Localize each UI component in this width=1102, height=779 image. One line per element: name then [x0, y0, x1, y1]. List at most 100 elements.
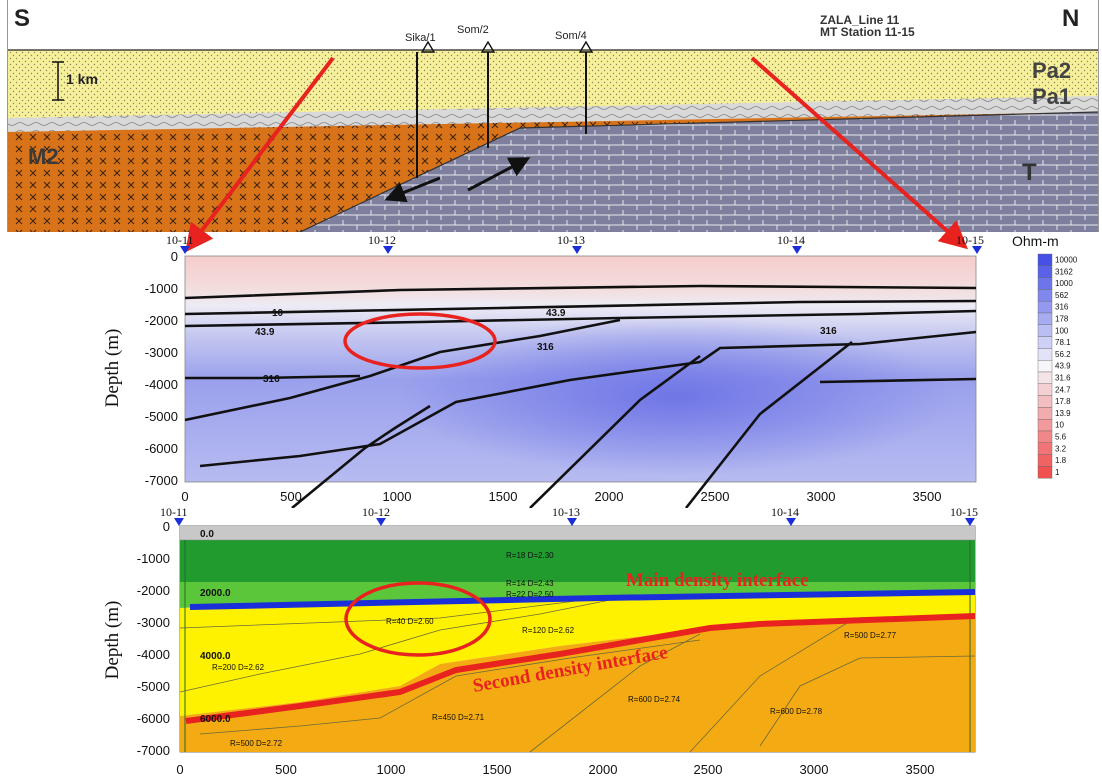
mt-y-axis-label: Depth (m) — [102, 329, 123, 408]
model-label: R=40 D=2.60 — [386, 617, 434, 626]
mt-station-markers — [180, 246, 982, 254]
colorscale-swatch — [1037, 336, 1053, 349]
basement-layer — [300, 112, 1098, 232]
y-tick: -5000 — [145, 409, 178, 424]
colorscale-swatch — [1037, 395, 1053, 408]
x-tick: 2500 — [701, 489, 730, 504]
depth-label: 6000.0 — [200, 714, 231, 725]
colorscale-swatch — [1037, 371, 1053, 385]
colorscale-swatch — [1037, 312, 1053, 326]
colorscale-unit: Ohm-m — [1012, 233, 1059, 249]
colorscale-label: 1.8 — [1055, 456, 1067, 465]
colorscale-label: 31.6 — [1055, 374, 1071, 383]
x-tick: 500 — [280, 489, 302, 504]
colorscale-swatch — [1037, 442, 1053, 455]
second-density-interface — [185, 613, 976, 724]
mt-interpretation-lines — [184, 284, 977, 508]
colorscale-label: 43.9 — [1055, 362, 1071, 371]
station-label: 10-15 — [956, 233, 984, 247]
mt-resistivity-section: 10 43.9 43.9 316 316 316 10-11 10-12 10-… — [102, 233, 984, 508]
layer-dark-green — [180, 540, 975, 582]
colorscale-swatch — [1037, 359, 1053, 373]
model-label: R=200 D=2.62 — [212, 663, 265, 672]
colorscale-swatch — [1037, 418, 1053, 432]
well-label: Sika/1 — [405, 32, 436, 44]
x-tick: 1500 — [483, 762, 512, 777]
y-tick: -3000 — [137, 615, 170, 630]
colorscale-swatch — [1037, 383, 1053, 396]
y-tick: -2000 — [145, 313, 178, 328]
model-label: R=14 D=2.43 — [506, 579, 554, 588]
line-title: ZALA_Line 11 — [820, 13, 900, 27]
contour-label: 316 — [820, 326, 837, 337]
layer-label-pa1: Pa1 — [1032, 84, 1071, 109]
colorscale-swatch — [1037, 407, 1053, 420]
main-interface-label: Main density interface — [626, 570, 809, 591]
model-label: R=22 D=2.50 — [506, 590, 554, 599]
arrow-left — [185, 56, 335, 253]
colorscale-label: 316 — [1055, 303, 1069, 312]
contour-label: 10 — [272, 308, 284, 319]
north-label: N — [1062, 5, 1079, 32]
station-label: 10-15 — [950, 506, 978, 519]
y-tick: -4000 — [145, 377, 178, 392]
colorscale-label: 13.9 — [1055, 409, 1071, 418]
y-tick: -5000 — [137, 679, 170, 694]
station-label: 10-11 — [160, 506, 188, 519]
y-tick: -7000 — [137, 743, 170, 758]
y-tick: -1000 — [145, 281, 178, 296]
colorscale-swatch — [1037, 277, 1053, 290]
gravity-station-markers — [174, 518, 975, 526]
colorscale-label: 1 — [1055, 468, 1060, 477]
station-label: 10-13 — [552, 506, 580, 519]
colorscale-label: 78.1 — [1055, 338, 1071, 347]
station-label: 10-14 — [777, 233, 805, 247]
colorscale-label: 24.7 — [1055, 385, 1071, 394]
depth-label: 0.0 — [200, 529, 214, 540]
contour-label: 43.9 — [546, 308, 566, 319]
colorscale-label: 1000 — [1055, 279, 1073, 288]
arrow-right — [750, 56, 968, 250]
y-tick: -1000 — [137, 551, 170, 566]
colorscale-swatch — [1037, 348, 1053, 361]
depth-label: 2000.0 — [200, 588, 231, 599]
colorscale-swatch — [1037, 265, 1053, 278]
colorscale-label: 3.2 — [1055, 444, 1067, 453]
main-density-interface — [189, 589, 976, 610]
colorscale-swatch — [1037, 466, 1053, 479]
y-tick: -2000 — [137, 583, 170, 598]
colorscale-label: 10 — [1055, 421, 1064, 430]
wells — [416, 40, 594, 178]
station-label: 10-11 — [166, 233, 194, 247]
anomaly-ellipse — [343, 312, 497, 370]
contour-label: 43.9 — [255, 327, 275, 338]
x-tick: 3000 — [807, 489, 836, 504]
layer-label-t: T — [1022, 159, 1037, 186]
x-tick: 3500 — [906, 762, 935, 777]
y-tick: -6000 — [137, 711, 170, 726]
model-label: R=600 D=2.74 — [628, 695, 681, 704]
layer-yellow — [180, 592, 975, 716]
colorscale-label: 178 — [1055, 315, 1069, 324]
x-tick: 0 — [176, 762, 183, 777]
colorscale-label: 10000 — [1055, 256, 1078, 265]
x-tick: 1000 — [377, 762, 406, 777]
resistivity-colorscale: Ohm-m 10000 3162 1000 562 316 178 100 78.1 56.2 4… — [1012, 233, 1078, 479]
colorscale-swatch — [1037, 430, 1053, 444]
geological-section: Sika/1 Som/2 Som/4 1 km S N ZALA_Line 11… — [7, 0, 1099, 232]
x-tick: 3000 — [800, 762, 829, 777]
colorscale-boxes — [1037, 253, 1053, 479]
colorscale-swatch — [1037, 253, 1053, 267]
y-tick: -6000 — [145, 441, 178, 456]
station-label: 10-12 — [362, 506, 390, 519]
y-tick: 0 — [163, 519, 170, 534]
station-label: 10-14 — [771, 506, 799, 519]
model-label: R=120 D=2.62 — [522, 626, 575, 635]
y-tick: 0 — [171, 249, 178, 264]
anomaly-ellipse — [344, 581, 492, 657]
station-title: MT Station 11-15 — [820, 25, 915, 39]
colorscale-swatch — [1037, 300, 1053, 314]
gravity-y-axis-label: Depth (m) — [102, 601, 123, 680]
model-label: R=600 D=2.78 — [770, 707, 823, 716]
y-tick: -7000 — [145, 473, 178, 488]
